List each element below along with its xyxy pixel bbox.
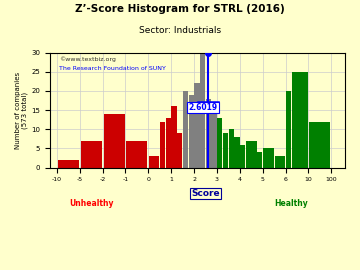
Bar [257, 152, 262, 168]
Bar [160, 122, 165, 168]
Bar [177, 133, 183, 168]
Bar [58, 160, 79, 168]
Bar [81, 141, 102, 168]
Bar [166, 118, 171, 168]
Bar [183, 91, 188, 168]
Bar [275, 156, 285, 168]
Text: Healthy: Healthy [274, 199, 308, 208]
Bar [292, 72, 308, 168]
Text: Score: Score [191, 189, 220, 198]
Text: 2.6019: 2.6019 [188, 103, 217, 112]
Bar [263, 148, 274, 168]
Bar [171, 106, 177, 168]
Bar [206, 99, 211, 168]
Bar [240, 144, 245, 168]
Bar [211, 102, 217, 168]
Bar [200, 53, 205, 168]
Bar [189, 95, 194, 168]
Bar [252, 141, 257, 168]
Bar [149, 156, 159, 168]
Bar [246, 141, 251, 168]
Bar [194, 83, 199, 168]
Text: Unhealthy: Unhealthy [69, 199, 113, 208]
Bar [234, 137, 239, 168]
Text: Z’-Score Histogram for STRL (2016): Z’-Score Histogram for STRL (2016) [75, 4, 285, 14]
Text: ©www.textbiz.org: ©www.textbiz.org [59, 56, 116, 62]
Bar [126, 141, 147, 168]
Bar [223, 133, 228, 168]
Y-axis label: Number of companies
(573 total): Number of companies (573 total) [15, 72, 28, 149]
Bar [229, 129, 234, 168]
Bar [217, 118, 222, 168]
Bar [286, 91, 291, 168]
Bar [309, 122, 330, 168]
Text: Sector: Industrials: Sector: Industrials [139, 26, 221, 35]
Bar [104, 114, 125, 168]
Text: The Research Foundation of SUNY: The Research Foundation of SUNY [59, 66, 166, 71]
